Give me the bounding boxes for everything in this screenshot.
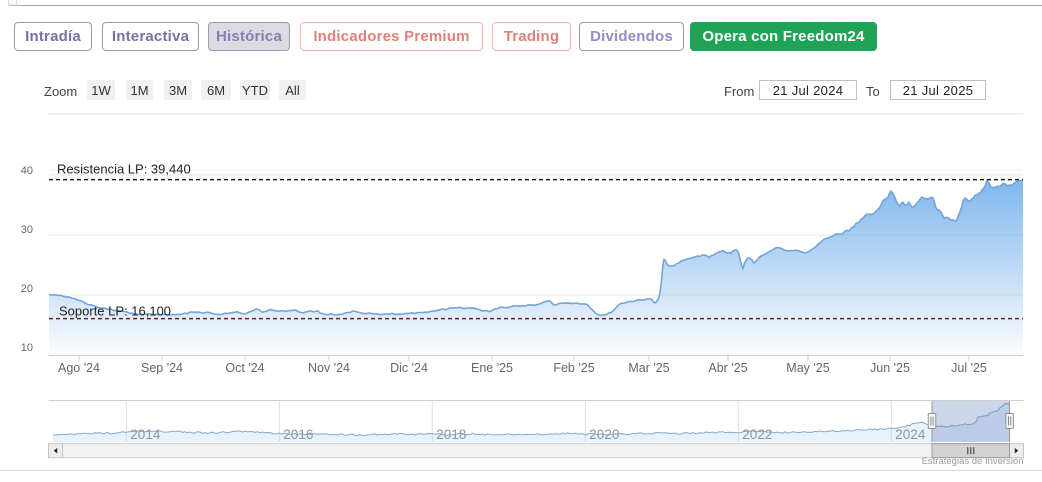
svg-text:Mar '25: Mar '25 [628,361,669,375]
svg-text:Oct '24: Oct '24 [225,361,264,375]
svg-text:Ago '24: Ago '24 [58,361,100,375]
svg-text:40: 40 [21,165,33,177]
svg-text:Sep '24: Sep '24 [141,361,183,375]
svg-text:May '25: May '25 [786,361,829,375]
svg-text:2018: 2018 [436,427,466,442]
svg-text:Abr '25: Abr '25 [708,361,747,375]
svg-text:Feb '25: Feb '25 [553,361,594,375]
svg-text:20: 20 [21,283,33,295]
svg-text:Jul '25: Jul '25 [951,361,987,375]
svg-text:10: 10 [21,342,33,354]
svg-text:Ene '25: Ene '25 [471,361,513,375]
svg-text:Dic '24: Dic '24 [390,361,428,375]
svg-text:Soporte LP: 16,100: Soporte LP: 16,100 [59,304,171,319]
svg-text:2016: 2016 [283,427,313,442]
svg-text:Jun '25: Jun '25 [870,361,910,375]
svg-text:2020: 2020 [589,427,619,442]
svg-text:Nov '24: Nov '24 [308,361,350,375]
svg-text:30: 30 [21,224,33,236]
svg-text:2022: 2022 [742,427,772,442]
svg-text:Resistencia LP: 39,440: Resistencia LP: 39,440 [57,162,191,177]
svg-text:2024: 2024 [895,427,926,442]
svg-text:Estrategias de Inversión: Estrategias de Inversión [922,456,1024,467]
svg-text:2014: 2014 [130,427,161,442]
